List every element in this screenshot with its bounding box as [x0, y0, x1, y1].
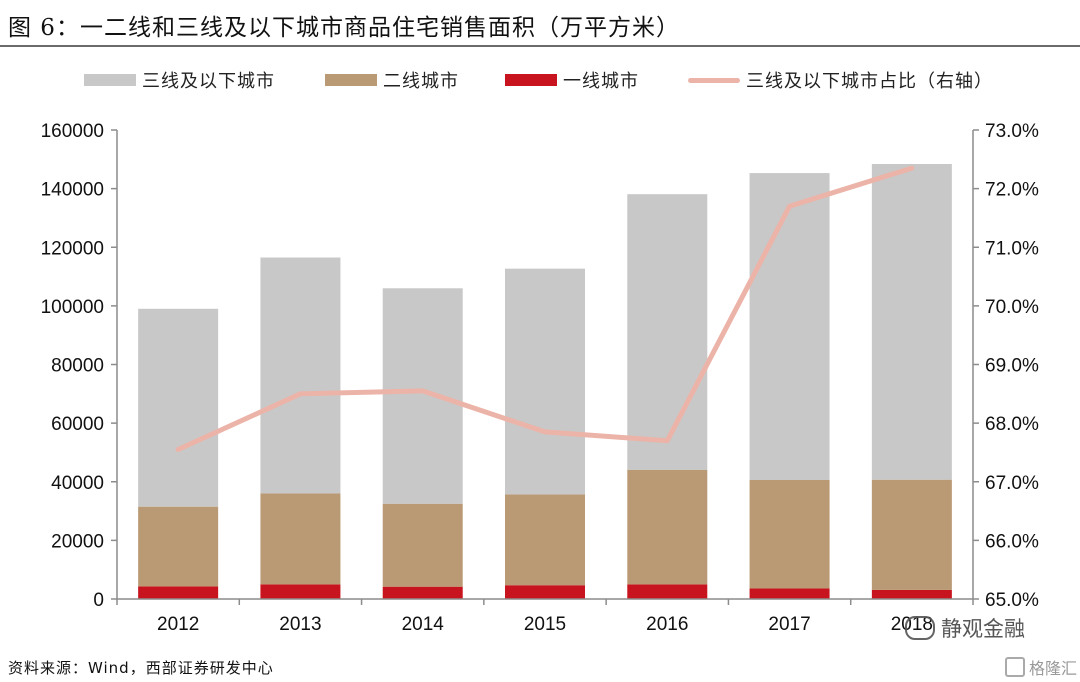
legend-swatch-tier3	[84, 74, 136, 86]
y-tick-label-20000: 20000	[51, 531, 104, 552]
chart-title: 图 6：一二线和三线及以下城市商品住宅销售面积（万平方米）	[8, 15, 680, 41]
watermark-text: 静观金融	[941, 617, 1025, 641]
bar-tier1-2015	[505, 585, 585, 599]
y-tick-label-60000: 60000	[51, 414, 104, 435]
bar-tier1-2018	[871, 589, 952, 599]
bar-tier2-2017	[749, 479, 830, 589]
legend-swatch-tier2	[325, 74, 377, 86]
bar-tier3-2017	[749, 173, 830, 480]
source-note: 资料来源：Wind，西部证券研发中心	[8, 659, 274, 677]
legend-label-tier3: 三线及以下城市	[142, 71, 275, 92]
legend-item-tier1: 一线城市	[505, 66, 639, 94]
bar-tier1-2017	[749, 588, 830, 599]
bar-tier2-2015	[505, 494, 585, 586]
legend-item-tier3: 三线及以下城市	[84, 66, 275, 94]
legend-item-share: 三线及以下城市占比（右轴）	[688, 66, 993, 94]
watermark-logo: 静观金融	[905, 613, 1025, 643]
title-divider	[0, 45, 1080, 47]
x-tick-label-2017: 2017	[768, 614, 810, 635]
bar-tier3-2013	[260, 257, 341, 494]
bar-tier3-2015	[505, 268, 585, 495]
watermark2-text: 格隆汇	[1029, 659, 1078, 678]
bar-tier2-2012	[138, 506, 219, 587]
y-tick-label-100000: 100000	[41, 297, 104, 318]
y2-tick-label-66.0%: 66.0%	[985, 531, 1039, 552]
bar-tier2-2013	[260, 493, 341, 585]
legend-item-tier2: 二线城市	[325, 66, 459, 94]
bar-tier3-2018	[871, 164, 952, 480]
bar-tier2-2018	[871, 479, 952, 590]
bar-tier1-2016	[627, 584, 708, 599]
x-tick-label-2016: 2016	[646, 614, 688, 635]
bar-tier3-2012	[138, 308, 219, 507]
y-tick-label-140000: 140000	[41, 180, 104, 201]
bar-tier2-2016	[627, 469, 708, 585]
legend-swatch-tier1	[505, 74, 557, 86]
bar-tier1-2014	[382, 586, 463, 599]
y2-tick-label-72.0%: 72.0%	[985, 180, 1039, 201]
y2-tick-label-68.0%: 68.0%	[985, 414, 1039, 435]
x-tick-label-2014: 2014	[402, 614, 445, 635]
bar-tier2-2014	[382, 503, 463, 587]
x-tick-label-2013: 2013	[279, 614, 321, 635]
x-tick-label-2012: 2012	[157, 614, 199, 635]
chart-legend: 三线及以下城市 二线城市 一线城市 三线及以下城市占比（右轴）	[0, 66, 1080, 96]
x-tick-label-2015: 2015	[524, 614, 566, 635]
y2-tick-label-71.0%: 71.0%	[985, 238, 1039, 259]
y2-tick-label-73.0%: 73.0%	[985, 121, 1039, 142]
watermark-logo-2: 格隆汇	[1005, 655, 1077, 679]
bar-tier3-2016	[627, 194, 708, 470]
y2-tick-label-67.0%: 67.0%	[985, 473, 1039, 494]
gelonghui-icon	[1005, 657, 1025, 677]
y2-tick-label-70.0%: 70.0%	[985, 297, 1039, 318]
bar-tier1-2013	[260, 584, 341, 599]
legend-label-tier1: 一线城市	[563, 71, 639, 92]
y-tick-label-0: 0	[93, 590, 104, 611]
y2-tick-label-69.0%: 69.0%	[985, 356, 1039, 377]
wechat-icon	[905, 616, 935, 640]
bar-tier1-2012	[138, 586, 219, 599]
y-tick-label-80000: 80000	[51, 356, 104, 377]
y-tick-label-160000: 160000	[41, 121, 104, 142]
bar-tier3-2014	[382, 288, 463, 504]
legend-label-tier2: 二线城市	[383, 71, 459, 92]
y2-tick-label-65.0%: 65.0%	[985, 590, 1039, 611]
y-tick-label-120000: 120000	[41, 238, 104, 259]
legend-line-share	[688, 77, 740, 83]
y-tick-label-40000: 40000	[51, 473, 104, 494]
legend-label-share: 三线及以下城市占比（右轴）	[746, 71, 993, 92]
